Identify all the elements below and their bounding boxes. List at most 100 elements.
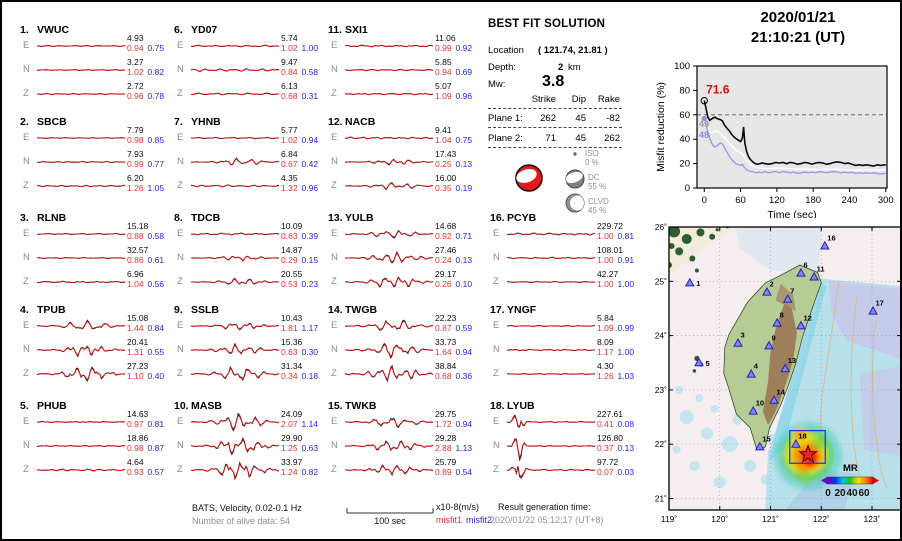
amplitude-value: 29.28 [435,433,457,443]
trace-row: N 3.27 1.02 0.82 [18,57,170,81]
station-number: 8. [174,212,183,224]
trace-row: Z 97.72 0.07 0.03 [488,457,640,481]
waveform-trace [344,68,434,72]
trace-row: E 9.41 1.04 0.75 [326,125,478,149]
svg-text:120: 120 [769,195,785,206]
colorbar-label: MR [843,463,858,474]
misfit1-value: 0.98 [127,442,144,453]
misfit2-value: 0.94 [455,346,473,357]
station-number: 11. [328,24,343,36]
trace-row: E 5.74 1.02 1.00 [172,33,324,57]
svg-text:40: 40 [846,488,858,499]
waveform-trace [36,184,126,188]
component-label: E [331,228,338,239]
waveform-trace [506,438,596,462]
iso-dot-icon [573,152,577,156]
trace-row: E 10.09 0.63 0.39 [172,221,324,245]
component-label: E [331,40,338,51]
amplitude-value: 97.72 [597,457,619,467]
trace-row: Z 4.64 0.93 0.57 [18,457,170,481]
component-label: N [331,344,338,355]
waveform-trace [36,345,126,358]
misfit2-value: 0.59 [455,322,473,333]
amplitude-value: 22.23 [435,313,457,323]
clvd-label: CLVD [588,197,609,206]
component-label: E [493,228,500,239]
misfit1-value: 1.44 [127,322,144,333]
component-label: N [23,252,30,263]
misfit1-value: 0.68 [435,370,452,381]
component-label: N [493,252,500,263]
station-number: 15. [328,400,343,412]
trace-row: Z 27.23 1.10 0.40 [18,361,170,385]
component-label: N [493,344,500,355]
trace-row: Z 33.97 1.24 0.82 [172,457,324,481]
misfit2-value: 0.13 [617,442,635,453]
station-block-YHNB: 7. YHNB E 5.77 1.02 0.94 N 6.84 0.67 0.4 [172,116,324,212]
component-label: N [493,440,500,451]
station-number: 16. [490,212,505,224]
amplitude-value: 8.09 [597,337,614,347]
start-marker-blue [701,115,707,122]
svg-text:123˚: 123˚ [863,514,880,524]
component-label: N [23,156,30,167]
station-marker-label: 8 [780,311,784,320]
misfit1-value: 0.88 [127,230,144,241]
misfit1-value: 1.72 [435,418,452,429]
trace-row: Z 5.07 1.09 0.96 [326,81,478,105]
station-header: 13. YULB [328,212,374,224]
svg-text:26˚: 26˚ [655,222,667,232]
misfit1-value: 1.09 [435,90,452,101]
misfit1-value: 1.32 [281,182,298,193]
trace-row: N 29.28 2.88 1.13 [326,433,478,457]
event-date: 2020/01/21 [760,9,836,26]
misfit2-value: 0.81 [617,230,635,241]
station-marker [780,363,791,373]
trace-row: N 18.86 0.98 0.87 [18,433,170,457]
misfit2-value: 1.00 [617,278,635,289]
trace-row: E 22.23 0.87 0.59 [326,313,478,337]
misfit2-value: 0.30 [301,346,319,357]
misfit2-value: 0.87 [147,442,165,453]
component-label: E [177,320,184,331]
station-number: 2. [20,116,29,128]
clvd-value: 45 % [588,206,607,215]
depth-label: Depth: [488,62,516,73]
misfit2-value: 0.54 [455,466,473,477]
trace-row: N 126.80 0.37 0.13 [488,433,640,462]
col-dip: Dip [571,94,586,105]
misfit2-value: 1.14 [301,418,319,429]
amplitude-value: 7.79 [127,125,144,135]
misfit1-value: 0.07 [597,466,614,477]
component-label: N [331,440,338,451]
station-number: 10. [174,400,189,412]
waveform-trace [344,182,434,191]
station-header: 4. TPUB [20,304,66,316]
svg-text:240: 240 [842,195,858,206]
svg-text:0: 0 [685,183,690,194]
misfit1-black-series [703,100,886,167]
component-label: E [23,40,30,51]
station-marker-label: 7 [790,287,794,296]
component-label: N [23,64,30,75]
station-marker-label: 11 [817,264,825,273]
misfit1-value: 1.00 [597,230,614,241]
misfit1-value: 2.07 [281,418,298,429]
station-header: 18. LYUB [490,400,535,412]
trace-row: N 15.36 0.63 0.30 [172,337,324,361]
trace-row: N 14.87 0.29 0.15 [172,245,324,269]
col-rake: Rake [597,94,620,105]
component-label: N [331,252,338,263]
waveform-trace [190,437,280,456]
component-label: Z [23,368,29,379]
scale-bar-label: 100 sec [374,516,406,526]
component-label: E [177,132,184,143]
trace-row: Z 20.55 0.53 0.23 [172,269,324,293]
misfit2-value: 1.00 [301,42,319,53]
station-marker [746,368,757,378]
waveform-trace [37,319,126,330]
waveform-trace [190,342,280,355]
waveform-trace [190,92,280,96]
station-block-TDCB: 8. TDCB E 10.09 0.63 0.39 N 14.87 0.29 0 [172,212,324,308]
